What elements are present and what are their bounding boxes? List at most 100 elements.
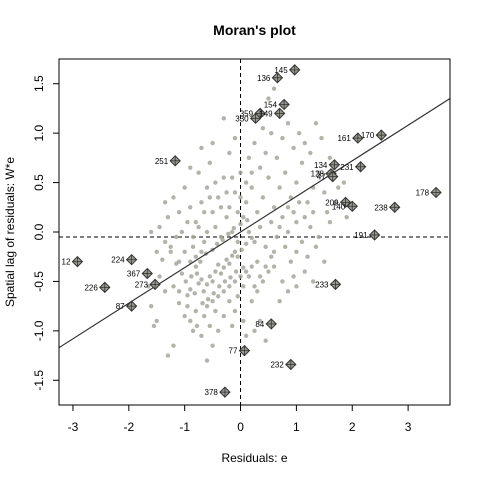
scatter-point — [189, 274, 194, 279]
influential-point: 378 — [205, 386, 231, 398]
scatter-point — [232, 190, 238, 195]
scatter-point — [182, 313, 187, 319]
influential-point-label: 178 — [416, 188, 430, 197]
scatter-point — [285, 289, 291, 294]
influential-point: 161 — [337, 132, 364, 144]
influential-point: 367 — [127, 267, 153, 280]
x-tick-label: -3 — [68, 420, 79, 434]
scatter-point — [288, 195, 294, 200]
scatter-point — [182, 185, 187, 190]
scatter-point — [280, 214, 285, 220]
scatter-point — [210, 299, 215, 304]
scatter-point — [190, 244, 196, 250]
influential-point-label: 145 — [274, 66, 288, 75]
influential-point-label: 224 — [111, 256, 125, 265]
influential-point-label: 77 — [229, 347, 238, 356]
scatter-point — [218, 234, 224, 240]
scatter-point — [199, 145, 204, 151]
scatter-point — [188, 205, 193, 210]
scatter-point — [308, 150, 313, 156]
reference-lines — [59, 59, 450, 405]
y-tick-label: 0.5 — [32, 174, 46, 191]
influential-point-label: 149 — [259, 109, 273, 118]
influential-point-label: 209 — [325, 198, 339, 207]
scatter-point — [165, 214, 171, 220]
scatter-point — [199, 200, 204, 205]
scatter-point — [213, 269, 218, 274]
scatter-point — [322, 259, 327, 264]
scatter-point — [238, 221, 243, 227]
influential-point: 84 — [255, 318, 277, 330]
y-axis-label: Spatial lag of residuals: W*e — [3, 157, 17, 307]
scatter-point — [190, 234, 196, 240]
scatter-point — [174, 234, 179, 240]
scatter-point — [285, 229, 291, 235]
scatter-point — [241, 318, 246, 324]
scatter-point — [199, 333, 204, 338]
influential-point: 47 — [317, 170, 339, 183]
scatter-point — [168, 249, 173, 254]
scatter-point — [232, 249, 238, 254]
scatter-point — [243, 333, 249, 338]
scatter-point — [218, 271, 224, 276]
scatter-point — [263, 150, 268, 156]
x-tick-label: 0 — [237, 420, 244, 434]
scatter-point — [252, 328, 257, 334]
scatter-point — [257, 165, 263, 170]
scatter-point — [148, 229, 154, 235]
scatter-point — [302, 214, 307, 220]
scatter-point — [235, 210, 240, 215]
chart-title: Moran's plot — [213, 22, 296, 38]
influential-point: 191 — [354, 229, 381, 241]
influential-point: 154 — [264, 98, 290, 111]
scatter-point — [283, 170, 288, 175]
scatter-point — [302, 140, 307, 146]
scatter-point — [162, 200, 168, 205]
influential-point-label: 251 — [155, 157, 169, 166]
regression-line — [59, 98, 450, 349]
influential-point-label: 226 — [84, 283, 98, 292]
scatter-point — [327, 219, 333, 225]
influential-point-label: 170 — [361, 131, 375, 140]
scatter-point — [305, 200, 310, 205]
scatter-point — [207, 323, 213, 329]
scatter-point — [227, 205, 232, 210]
scatter-point — [224, 190, 229, 195]
influential-point: 178 — [416, 186, 442, 199]
scatter-point — [176, 210, 182, 215]
scatter-point — [210, 140, 215, 146]
scatter-point — [183, 279, 188, 284]
y-tick-label: 1.0 — [32, 124, 46, 141]
scatter-point — [271, 249, 277, 254]
scatter-point — [217, 284, 222, 289]
scatter-point — [171, 343, 176, 348]
scatter-point — [211, 291, 216, 296]
scatter-point — [299, 239, 305, 245]
influential-point: 149 — [259, 107, 286, 120]
influential-point-label: 47 — [317, 173, 326, 182]
scatter-point — [188, 287, 193, 292]
regression-line-group — [59, 98, 450, 349]
scatter-point — [227, 299, 232, 304]
scatter-point — [257, 274, 263, 279]
scatter-point — [201, 289, 206, 294]
influential-point: 330 — [235, 112, 262, 125]
scatter-point — [204, 185, 210, 190]
influential-point-label: 238 — [374, 203, 388, 212]
scatter-point — [241, 265, 246, 270]
scatter-point — [210, 279, 215, 284]
scatter-point — [249, 299, 254, 304]
influential-point: 231 — [340, 161, 367, 173]
scatter-point — [179, 271, 185, 276]
scatter-point — [193, 308, 199, 314]
scatter-point — [185, 303, 190, 309]
scatter-point — [204, 282, 210, 287]
scatter-point — [241, 284, 246, 289]
scatter-point — [271, 205, 277, 210]
scatter-point — [213, 224, 218, 230]
scatter-point — [316, 170, 321, 175]
scatter-point — [269, 219, 274, 225]
scatter-point — [171, 284, 176, 289]
scatter-point — [238, 195, 243, 200]
